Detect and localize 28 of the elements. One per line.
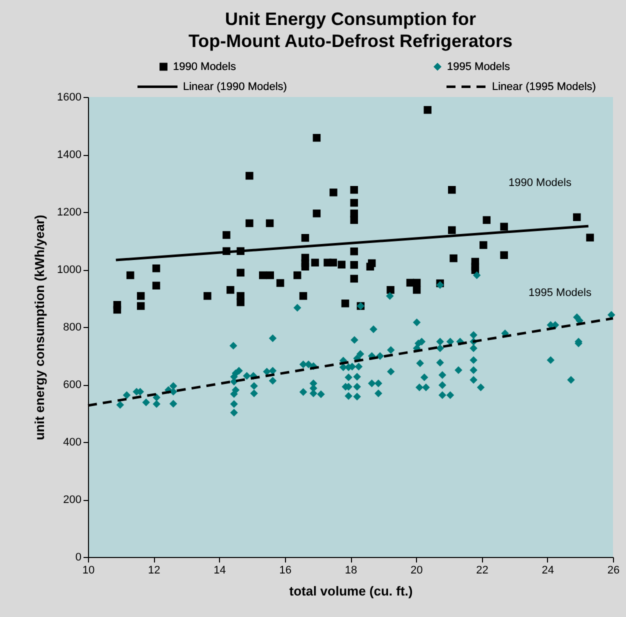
y-tick-label: 1200 [57, 206, 82, 218]
y-tick-label: 600 [63, 379, 82, 391]
x-tick-label: 24 [542, 564, 554, 576]
y-tick-label: 800 [63, 322, 82, 334]
legend-label: Linear (1995 Models) [492, 80, 596, 93]
y-tick-label: 1000 [57, 264, 82, 276]
y-tick-label: 1400 [57, 149, 82, 161]
x-tick-label: 10 [82, 564, 95, 576]
x-tick-label: 26 [607, 564, 620, 576]
y-tick-label: 200 [63, 494, 82, 506]
x-tick-label: 16 [279, 564, 292, 576]
x-axis-title: total volume (cu. ft.) [289, 584, 413, 598]
text: Unit Energy Consumption for [225, 9, 476, 29]
legend-label: 1990 Models [173, 60, 236, 73]
y-axis-title: unit energy consumption (kWh/year) [32, 214, 48, 440]
x-tick-label: 22 [476, 564, 488, 576]
annotation: 1990 Models [508, 177, 572, 189]
x-tick-label: 20 [410, 564, 423, 576]
y-tick-label: 400 [63, 436, 82, 448]
text: Top-Mount Auto-Defrost Refrigerators [188, 31, 512, 51]
annotation: 1995 Models [528, 287, 592, 299]
legend-label: Linear (1990 Models) [183, 80, 287, 93]
x-tick-label: 18 [344, 564, 358, 576]
x-tick-label: 12 [148, 564, 160, 576]
y-tick-label: 1600 [57, 92, 82, 104]
y-tick-label: 0 [75, 552, 82, 564]
legend-label: 1995 Models [447, 60, 510, 73]
x-tick-label: 14 [214, 564, 226, 576]
